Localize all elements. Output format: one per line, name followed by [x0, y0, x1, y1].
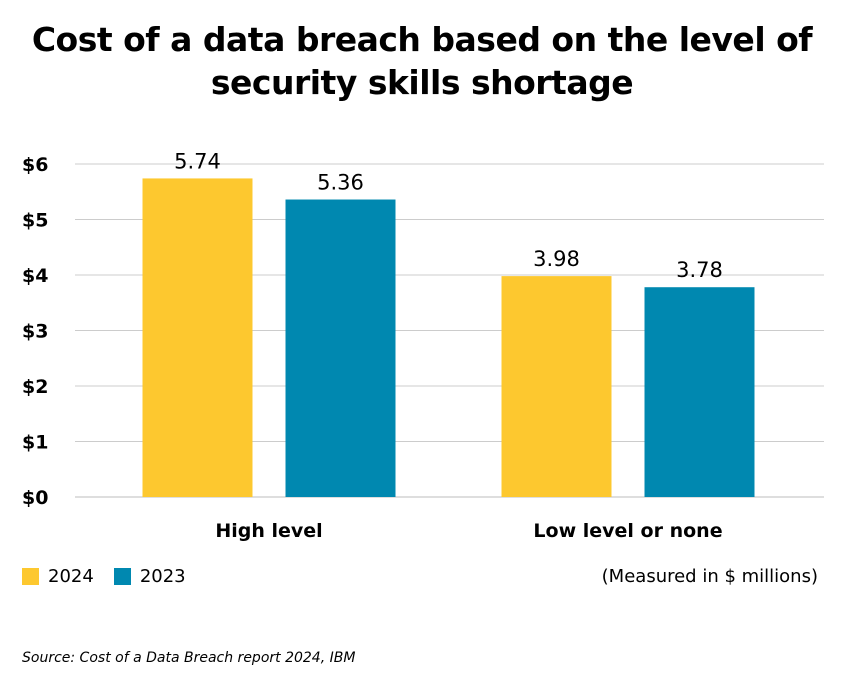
legend-label-2023: 2023 [139, 566, 186, 587]
legend-item-2023: 2023 [113, 566, 186, 587]
y-tick-label: $3 [22, 321, 48, 343]
legend-swatch-2024 [22, 568, 39, 585]
data-label-2023-0: 5.36 [317, 171, 364, 195]
y-tick-label: $4 [22, 265, 48, 287]
legend-label-2024: 2024 [48, 566, 94, 587]
bar-2024-0 [142, 178, 253, 497]
chart-title-line-1: Cost of a data breach based on the level… [31, 20, 813, 59]
bar-chart: $0 $1 $2 $3 $4 $5 $6 5.74 5.36 3.98 3.78 High lev… [22, 149, 824, 542]
category-labels: High level Low level or none [215, 520, 722, 542]
y-axis-tick-labels: $0 $1 $2 $3 $4 $5 $6 [22, 154, 48, 509]
y-tick-label: $6 [22, 154, 48, 176]
data-label-2023-1: 3.78 [676, 258, 723, 282]
unit-note: (Measured in $ millions) [601, 566, 818, 587]
bar-2024-1 [501, 276, 612, 497]
y-tick-label: $1 [22, 432, 48, 454]
data-label-2024-1: 3.98 [533, 247, 580, 271]
category-label: Low level or none [533, 520, 722, 542]
category-label: High level [215, 520, 322, 542]
data-labels: 5.74 5.36 3.98 3.78 [174, 149, 723, 282]
source-note: Source: Cost of a Data Breach report 202… [22, 650, 356, 666]
y-tick-label: $5 [22, 210, 48, 232]
y-tick-label: $0 [22, 487, 48, 509]
chart-title-line-2: security skills shortage [210, 63, 634, 102]
y-tick-label: $2 [22, 376, 48, 398]
legend-item-2024: 2024 [22, 566, 94, 587]
bar-2023-1 [644, 287, 755, 497]
chart-title: Cost of a data breach based on the level… [0, 18, 844, 104]
legend: 2024 2023 [22, 566, 206, 587]
legend-swatch-2023 [113, 568, 131, 585]
bars [142, 178, 755, 497]
data-label-2024-0: 5.74 [174, 149, 221, 173]
bar-2023-0 [285, 199, 396, 497]
